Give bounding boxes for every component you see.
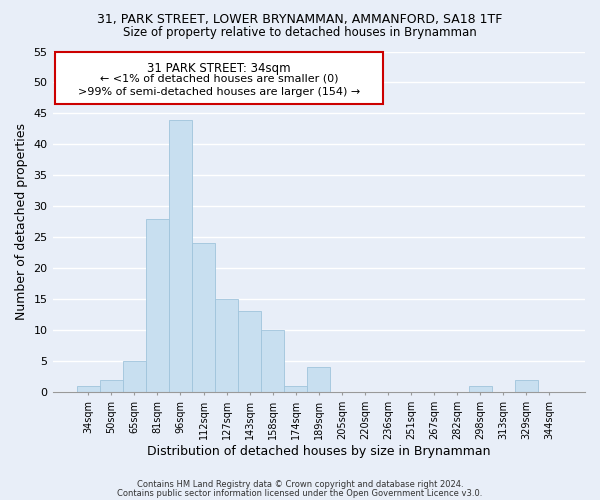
Text: 31 PARK STREET: 34sqm: 31 PARK STREET: 34sqm	[147, 62, 291, 74]
Text: ← <1% of detached houses are smaller (0): ← <1% of detached houses are smaller (0)	[100, 74, 338, 84]
Bar	[469, 386, 491, 392]
Bar	[146, 218, 169, 392]
Bar	[100, 380, 123, 392]
Bar	[515, 380, 538, 392]
X-axis label: Distribution of detached houses by size in Brynamman: Distribution of detached houses by size …	[147, 444, 491, 458]
Y-axis label: Number of detached properties: Number of detached properties	[15, 123, 28, 320]
Text: 31, PARK STREET, LOWER BRYNAMMAN, AMMANFORD, SA18 1TF: 31, PARK STREET, LOWER BRYNAMMAN, AMMANF…	[97, 12, 503, 26]
Bar	[261, 330, 284, 392]
Bar	[238, 312, 261, 392]
Text: Contains HM Land Registry data © Crown copyright and database right 2024.: Contains HM Land Registry data © Crown c…	[137, 480, 463, 489]
Bar	[215, 299, 238, 392]
Bar	[123, 361, 146, 392]
Bar	[284, 386, 307, 392]
Text: >99% of semi-detached houses are larger (154) →: >99% of semi-detached houses are larger …	[78, 86, 360, 97]
FancyBboxPatch shape	[55, 52, 383, 104]
Text: Contains public sector information licensed under the Open Government Licence v3: Contains public sector information licen…	[118, 490, 482, 498]
Bar	[307, 367, 330, 392]
Text: Size of property relative to detached houses in Brynamman: Size of property relative to detached ho…	[123, 26, 477, 39]
Bar	[77, 386, 100, 392]
Bar	[169, 120, 192, 392]
Bar	[192, 244, 215, 392]
